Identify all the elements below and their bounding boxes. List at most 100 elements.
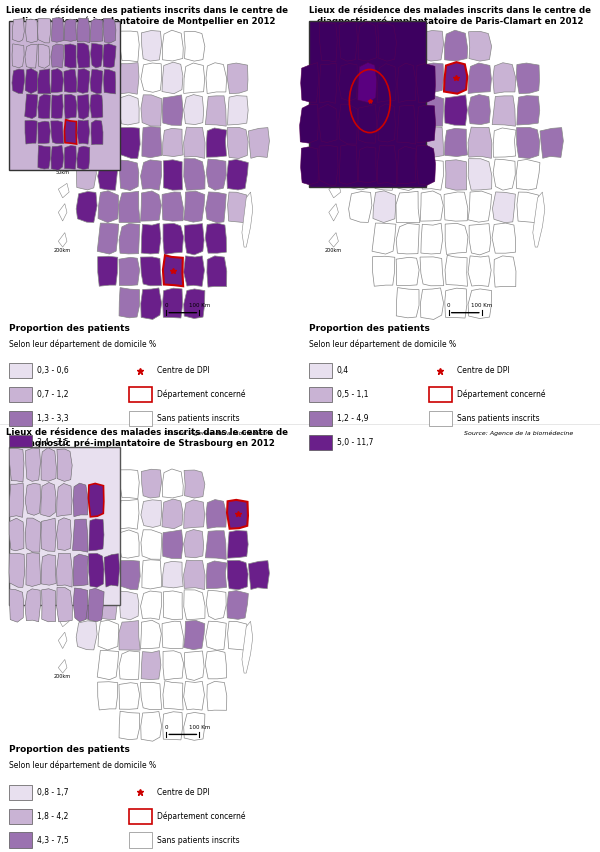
Polygon shape [339,104,358,144]
Bar [9,411,32,426]
Polygon shape [319,146,338,185]
Polygon shape [416,146,436,185]
Text: 0,3 - 0,6: 0,3 - 0,6 [37,366,68,375]
Polygon shape [119,499,139,529]
Polygon shape [420,160,443,190]
Polygon shape [184,682,205,710]
Polygon shape [141,651,161,680]
Polygon shape [206,159,226,190]
Text: Lieux de résidence des patients inscrits dans le centre de
diagnostic pré-implan: Lieux de résidence des patients inscrits… [6,6,288,26]
Polygon shape [469,32,491,61]
Polygon shape [377,64,396,102]
Polygon shape [104,554,119,587]
Polygon shape [26,553,40,586]
Polygon shape [493,63,516,94]
Polygon shape [52,18,64,43]
Polygon shape [397,160,418,191]
Text: Département concerné: Département concerné [157,389,245,400]
Polygon shape [445,30,467,61]
Polygon shape [41,518,56,551]
Polygon shape [142,31,161,61]
Polygon shape [51,69,64,93]
Polygon shape [140,160,161,190]
Text: 50km: 50km [56,170,70,175]
Polygon shape [492,96,515,126]
Polygon shape [421,223,443,254]
Polygon shape [98,591,118,619]
Polygon shape [77,95,89,119]
Polygon shape [58,659,67,673]
Polygon shape [119,651,140,680]
Polygon shape [77,128,97,158]
Polygon shape [142,127,161,158]
Polygon shape [119,591,139,620]
Bar [129,411,152,426]
Polygon shape [493,128,516,158]
Polygon shape [119,160,139,191]
Polygon shape [90,94,103,118]
Polygon shape [51,121,64,144]
Polygon shape [184,470,205,498]
Polygon shape [162,499,183,529]
Polygon shape [76,590,97,619]
Polygon shape [163,681,183,710]
Polygon shape [206,63,227,94]
Text: 0: 0 [447,303,451,308]
Text: Lieux de résidence des malades inscrits dans le centre de
diagnostic pré-implant: Lieux de résidence des malades inscrits … [309,6,591,26]
Polygon shape [25,518,41,552]
Polygon shape [91,120,103,145]
Polygon shape [10,483,24,517]
Polygon shape [248,561,269,590]
Polygon shape [141,63,161,92]
Polygon shape [56,483,72,516]
Polygon shape [184,561,205,590]
Polygon shape [98,620,119,650]
Polygon shape [140,682,162,710]
Polygon shape [140,191,161,222]
Polygon shape [445,95,467,125]
Polygon shape [445,129,467,157]
Polygon shape [349,128,371,158]
Polygon shape [58,233,67,247]
Text: 100 Km: 100 Km [188,303,210,308]
Polygon shape [12,69,25,94]
Polygon shape [517,95,540,125]
Polygon shape [73,588,88,622]
Polygon shape [163,160,182,190]
Text: 5,0 - 11,7: 5,0 - 11,7 [337,438,373,446]
Polygon shape [64,146,76,170]
Polygon shape [396,288,419,318]
Polygon shape [9,518,24,550]
Polygon shape [26,448,40,481]
Polygon shape [444,62,467,94]
Polygon shape [206,192,226,222]
Text: 0,5 - 1,1: 0,5 - 1,1 [337,390,368,399]
Polygon shape [416,64,436,103]
Polygon shape [469,223,491,255]
Polygon shape [184,500,205,528]
Polygon shape [421,288,443,320]
Polygon shape [185,651,204,681]
Polygon shape [358,22,377,61]
Polygon shape [119,682,140,709]
Polygon shape [142,469,161,498]
Text: Sans patients inscrits: Sans patients inscrits [157,836,239,844]
Polygon shape [119,223,140,254]
Polygon shape [227,561,248,590]
Polygon shape [141,223,161,254]
Polygon shape [98,191,119,222]
Polygon shape [184,530,203,558]
Polygon shape [184,158,205,190]
Polygon shape [119,711,140,740]
Text: 0,4: 0,4 [337,366,349,375]
Polygon shape [207,256,227,287]
Text: Source: Agence de la biomédecine: Source: Agence de la biomédecine [164,430,273,435]
Polygon shape [396,128,420,158]
Text: Proportion des patients: Proportion des patients [9,746,130,755]
Bar [309,363,332,378]
Text: 50km: 50km [20,162,34,167]
Polygon shape [119,469,139,498]
Polygon shape [207,682,227,711]
Polygon shape [56,518,71,550]
Polygon shape [468,256,491,286]
